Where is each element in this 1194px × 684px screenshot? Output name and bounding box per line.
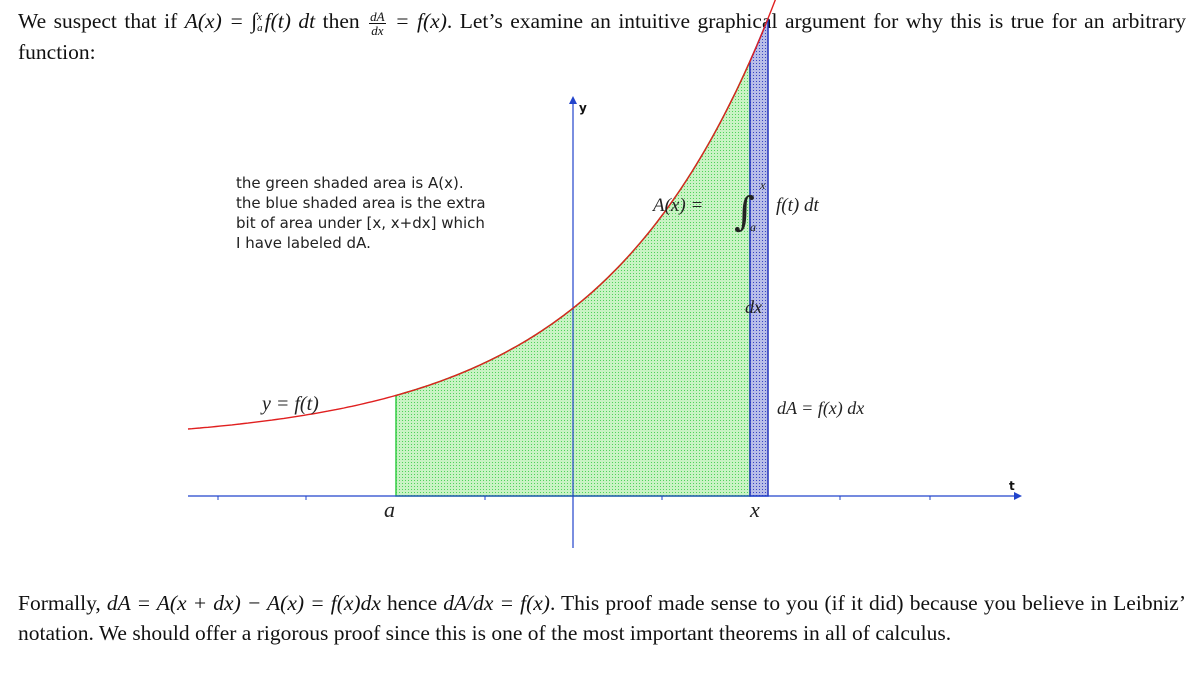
note-line: I have labeled dA. <box>236 234 371 252</box>
t-axis-label: t <box>1009 479 1015 493</box>
integral-lower-limit: a <box>750 220 756 234</box>
integral-upper-limit: x <box>759 178 766 192</box>
integral-rhs: f(t) dt <box>776 195 819 216</box>
note-line: the green shaded area is A(x). <box>236 174 464 192</box>
curve-label: y = f(t) <box>260 393 319 415</box>
formal-equation: dA = A(x + dx) − A(x) = f(x)dx <box>107 591 381 615</box>
formal-text-start: Formally, <box>18 591 107 615</box>
formal-equation-2: dA/dx = f(x) <box>443 591 550 615</box>
dA-label: dA = f(x) dx <box>777 398 864 419</box>
formal-hence: hence <box>381 591 443 615</box>
blue-area-dA <box>750 19 768 497</box>
y-axis-label: y <box>579 101 587 115</box>
formal-paragraph: Formally, dA = A(x + dx) − A(x) = f(x)dx… <box>18 588 1186 648</box>
figure-note: the green shaded area is A(x). the blue … <box>236 174 486 252</box>
integral-lhs: A(x) = <box>651 195 703 216</box>
dx-label: dx <box>745 297 762 317</box>
tick-label-a: a <box>384 497 395 522</box>
t-axis-arrow <box>1014 492 1022 500</box>
note-line: the blue shaded area is the extra <box>236 194 486 212</box>
y-axis-arrow <box>569 96 577 104</box>
tick-label-x: x <box>749 497 760 522</box>
note-line: bit of area under [x, x+dx] which <box>236 214 485 232</box>
